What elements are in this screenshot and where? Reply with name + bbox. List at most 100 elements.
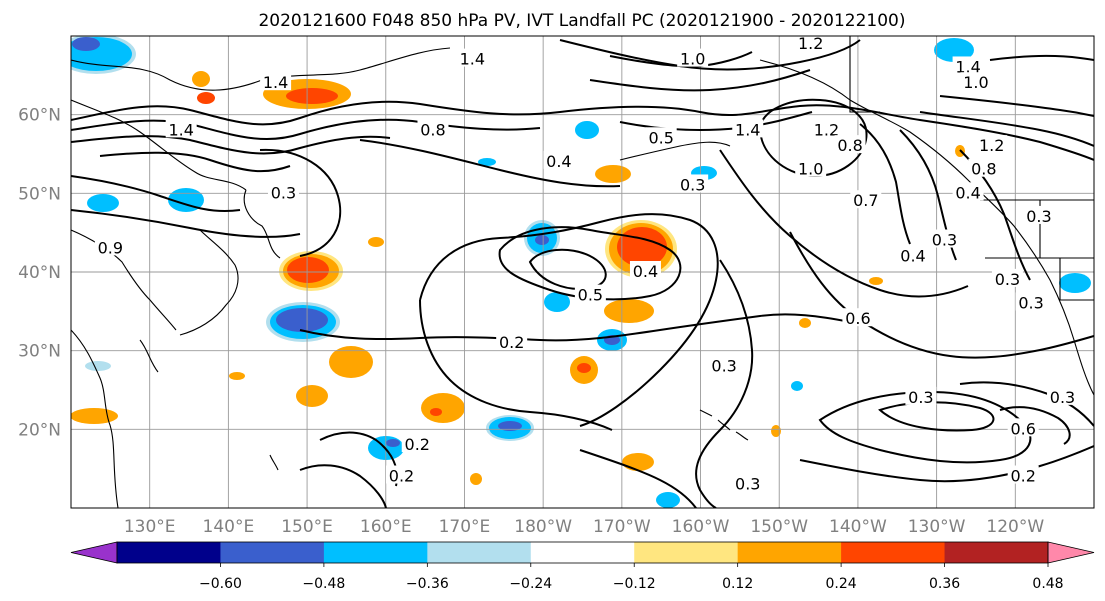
positive-anomaly-feature bbox=[197, 92, 215, 104]
contour-label: 1.2 bbox=[814, 120, 839, 139]
contour-label-background bbox=[94, 237, 126, 256]
negative-anomaly-feature bbox=[934, 38, 974, 62]
contour-label: 1.0 bbox=[963, 73, 988, 92]
contour-label-background bbox=[645, 127, 677, 146]
contour-label-background bbox=[496, 331, 528, 350]
positive-anomaly-feature bbox=[604, 299, 654, 323]
positive-anomaly-feature bbox=[229, 372, 245, 380]
negative-anomaly-feature bbox=[791, 381, 803, 391]
contour-label: 0.3 bbox=[932, 231, 957, 250]
contour-label: 1.2 bbox=[979, 136, 1004, 155]
contour-label: 1.2 bbox=[798, 34, 823, 53]
contour-label: 1.0 bbox=[680, 50, 705, 69]
contour-label: 0.3 bbox=[1018, 293, 1043, 312]
contour-label: 0.6 bbox=[1010, 419, 1035, 438]
longitude-label: 140°E bbox=[203, 517, 255, 537]
colorbar-max-extension bbox=[1047, 541, 1095, 564]
contour-label-background bbox=[456, 48, 488, 67]
contour-label-background bbox=[897, 245, 929, 264]
positive-anomaly-feature bbox=[771, 425, 781, 437]
contour-label: 0.8 bbox=[971, 160, 996, 179]
colorbar-outline bbox=[116, 541, 1049, 564]
negative-anomaly-feature bbox=[656, 492, 680, 508]
longitude-label: 130°E bbox=[124, 517, 176, 537]
contour-label-background bbox=[708, 355, 740, 374]
colorbar-min-extension bbox=[70, 541, 118, 564]
latitude-label: 60°N bbox=[18, 106, 61, 126]
colorbar-segment bbox=[737, 542, 842, 563]
contour-label-background bbox=[1023, 205, 1055, 224]
contour-label: 0.2 bbox=[499, 333, 524, 352]
contour-label-background bbox=[677, 48, 709, 67]
negative-anomaly-feature bbox=[478, 158, 496, 166]
longitude-label: 150°E bbox=[281, 517, 333, 537]
colorbar-tick-label: 0.48 bbox=[1032, 576, 1063, 592]
positive-anomaly-feature bbox=[296, 385, 328, 407]
colorbar-tick-label: −0.24 bbox=[509, 576, 552, 592]
contour-label-background bbox=[165, 119, 197, 138]
contour-label: 0.9 bbox=[98, 238, 123, 257]
longitude-labels: 130°E 140°E 150°E 160°E 170°E 180°W 170°W 160°W… bbox=[124, 517, 1045, 537]
negative-anomaly-feature bbox=[1059, 273, 1091, 293]
latitude-label: 30°N bbox=[18, 342, 61, 362]
positive-anomaly-feature bbox=[192, 71, 210, 87]
negative-anomaly-feature bbox=[87, 194, 119, 212]
contour-label-background bbox=[417, 119, 449, 138]
contour-label-background bbox=[1047, 386, 1079, 405]
positive-anomaly-feature bbox=[368, 237, 384, 247]
positive-anomaly-feature bbox=[570, 356, 598, 384]
colorbar-segment bbox=[841, 542, 946, 563]
contour-label-background bbox=[952, 56, 984, 75]
longitude-label: 150°W bbox=[750, 517, 808, 537]
colorbar-tick-label: −0.36 bbox=[406, 576, 449, 592]
colorbar-segment bbox=[944, 542, 1049, 563]
contour-label-background bbox=[960, 72, 992, 91]
latitude-labels: 60°N 50°N 40°N 30°N 20°N bbox=[18, 106, 61, 441]
contour-label: 1.0 bbox=[798, 160, 823, 179]
contour-label-background bbox=[795, 158, 827, 177]
contour-label-background bbox=[850, 190, 882, 209]
contour-label-background bbox=[976, 135, 1008, 154]
negative-anomaly-feature bbox=[85, 361, 111, 371]
contour-label: 0.2 bbox=[389, 467, 414, 486]
colorbar: −0.60 −0.48 −0.36 −0.24 −0.12 0.12 0.24 0.36 0.4… bbox=[70, 541, 1095, 592]
contour-label-background bbox=[842, 308, 874, 327]
negative-anomaly-feature bbox=[544, 292, 570, 312]
contour-label: 1.4 bbox=[263, 73, 288, 92]
colorbar-segment bbox=[634, 542, 739, 563]
map-panel: 1.0 1.2 1.4 1.4 1.4 1.2 1.4 1.4 1.2 1.0 0.8 0.8 0.8 0… bbox=[70, 34, 1095, 509]
contour-label: 0.3 bbox=[995, 270, 1020, 289]
contour-label: 0.8 bbox=[420, 120, 445, 139]
positive-anomaly-feature bbox=[622, 453, 654, 471]
contour-label: 0.3 bbox=[735, 474, 760, 493]
contour-label-background bbox=[574, 284, 606, 303]
contour-label-background bbox=[795, 36, 827, 51]
negative-anomaly-feature bbox=[575, 121, 599, 139]
positive-anomaly-feature bbox=[869, 277, 883, 285]
negative-anomaly-feature bbox=[266, 302, 340, 342]
colorbar-tick-label: −0.12 bbox=[613, 576, 656, 592]
contour-label: 0.2 bbox=[1010, 467, 1035, 486]
contour-label: 0.3 bbox=[908, 388, 933, 407]
colorbar-tick-label: −0.60 bbox=[199, 576, 242, 592]
contour-label-background bbox=[810, 119, 842, 138]
contour-label-background bbox=[732, 473, 764, 492]
contour-label: 0.4 bbox=[900, 246, 925, 265]
longitude-label: 170°E bbox=[439, 517, 491, 537]
contour-label: 0.5 bbox=[648, 128, 673, 147]
contour-label-background bbox=[629, 261, 661, 279]
positive-anomaly-feature bbox=[279, 251, 343, 291]
contour-label: 0.3 bbox=[711, 356, 736, 375]
longitude-label: 140°W bbox=[829, 517, 887, 537]
colorbar-tick-label: 0.24 bbox=[826, 576, 857, 592]
positive-anomaly-feature bbox=[329, 346, 373, 378]
longitude-label: 180°W bbox=[514, 517, 572, 537]
latitude-label: 40°N bbox=[18, 263, 61, 283]
contour-label: 1.4 bbox=[735, 120, 760, 139]
colorbar-segment bbox=[530, 542, 635, 563]
colorbar-tick-label: 0.12 bbox=[722, 576, 753, 592]
contour-label-background bbox=[834, 135, 866, 154]
negative-anomaly-feature bbox=[597, 329, 627, 351]
longitude-label: 160°W bbox=[672, 517, 730, 537]
positive-anomaly-feature bbox=[595, 165, 631, 183]
